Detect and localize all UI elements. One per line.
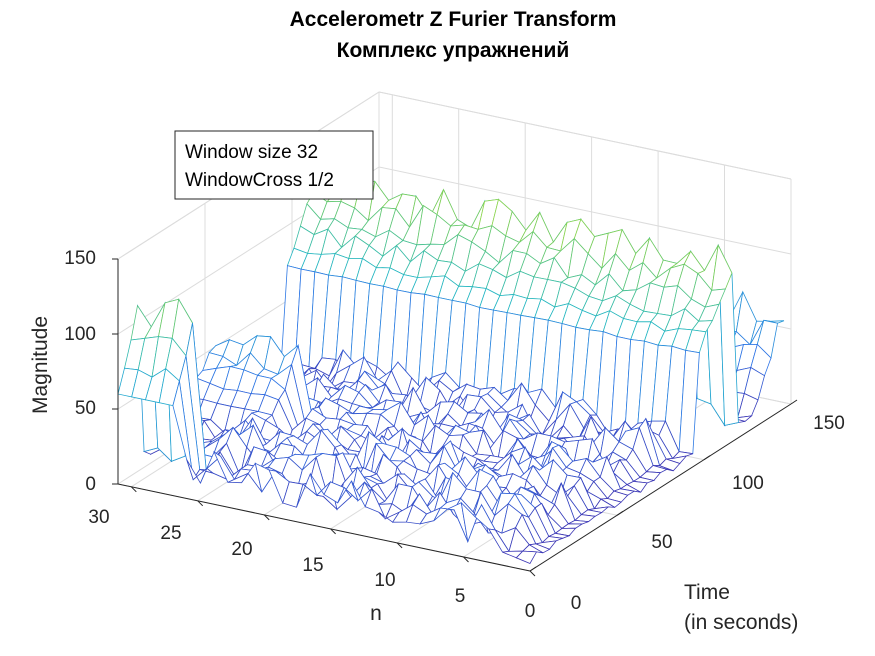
annotation-border [174,130,374,200]
n-tick-label: 15 [302,555,323,576]
n-tick-label: 20 [231,539,252,560]
n-tick-label: 30 [88,507,109,528]
magnitude-tick-label: 150 [64,248,96,269]
magnitude-axis-ticks: 0 50 100 150 [64,248,96,495]
time-tick-label: 150 [813,413,845,434]
n-tick-label: 10 [374,570,395,591]
time-tick-mark [529,566,537,572]
n-axis-line [117,483,531,572]
n-axis-ticks: 0 5 10 15 20 25 30 [88,507,535,622]
magnitude-tick-label: 0 [85,474,96,495]
n-tick-mark [529,570,536,577]
magnitude-tick-label: 50 [75,398,96,419]
chart-title: Accelerometr Z Furier Transform [290,8,617,31]
annotation-box: Window size 32 WindowCross 1/2 [174,130,374,200]
chart-subtitle: Комплекс упражнений [337,39,570,62]
time-axis-line [529,403,792,572]
n-tick-mark [263,514,270,521]
n-tick-mark [463,556,469,563]
n-tick-label: 0 [525,601,536,622]
magnitude-tick-label: 100 [64,324,96,345]
time-tick-mark [790,399,798,405]
annotation-line-1: Window size 32 [185,142,318,163]
time-tick-label: 100 [732,473,764,494]
n-tick-mark [396,542,403,549]
time-tick-mark [703,455,711,461]
time-axis-label-line-1: Time [684,581,730,604]
time-axis-ticks: 0 50 100 150 [571,413,845,614]
n-tick-label: 5 [455,586,466,607]
n-axis-label: n [370,602,382,625]
surface-cell [515,550,538,565]
time-tick-mark [616,510,624,516]
n-tick-mark [330,528,336,535]
grid-line [378,166,792,255]
annotation-line-2: WindowCross 1/2 [185,170,334,191]
magnitude-axis-label: Magnitude [29,316,52,414]
time-tick-label: 0 [571,593,582,614]
n-tick-label: 25 [160,523,181,544]
axes-lines [112,258,798,577]
time-axis-label-line-2: (in seconds) [684,611,798,634]
n-tick-mark [197,500,204,507]
n-tick-mark [130,486,137,493]
time-tick-label: 50 [651,532,672,553]
box-edge [378,91,792,180]
